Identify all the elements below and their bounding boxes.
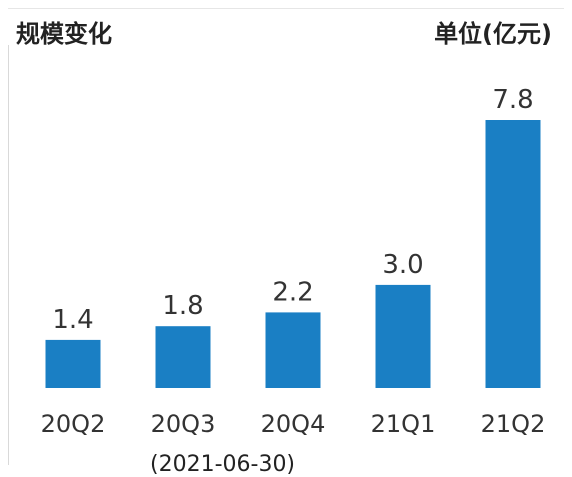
value-label-21q1: 3.0 xyxy=(382,250,423,280)
category-label-20q2: 20Q2 xyxy=(41,410,106,438)
value-label-20q3: 1.8 xyxy=(162,291,203,321)
value-label-20q4: 2.2 xyxy=(272,277,313,307)
bar-20q3 xyxy=(155,326,211,388)
category-label-20q4: 20Q4 xyxy=(261,410,326,438)
bar-21q2 xyxy=(485,120,541,388)
bar-20q2 xyxy=(45,339,101,388)
category-labels-group: 20Q2 20Q3 20Q4 21Q1 21Q2 xyxy=(41,410,546,438)
top-divider xyxy=(8,8,564,9)
bars-group xyxy=(45,120,541,388)
category-label-20q3: 20Q3 xyxy=(151,410,216,438)
chart-title: 规模变化 xyxy=(16,20,112,48)
date-footnote: (2021-06-30) xyxy=(150,452,296,477)
bar-20q4 xyxy=(265,312,321,388)
left-divider xyxy=(8,45,9,465)
bar-21q1 xyxy=(375,284,431,388)
value-labels-group: 1.4 1.8 2.2 3.0 7.8 xyxy=(52,85,533,335)
unit-label: 单位(亿元) xyxy=(434,20,552,48)
category-label-21q2: 21Q2 xyxy=(481,410,546,438)
category-label-21q1: 21Q1 xyxy=(371,410,436,438)
value-label-21q2: 7.8 xyxy=(492,85,533,115)
value-label-20q2: 1.4 xyxy=(52,305,93,335)
